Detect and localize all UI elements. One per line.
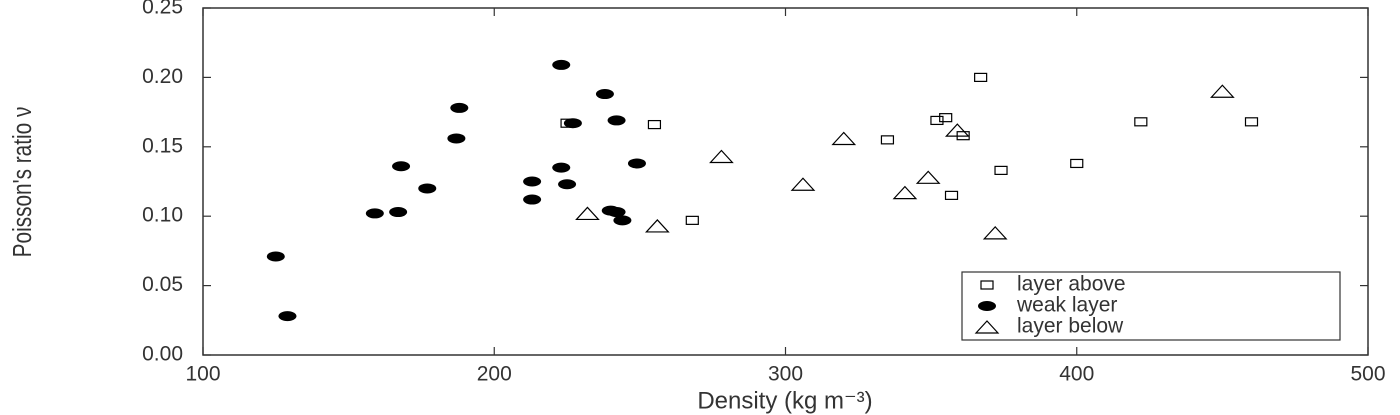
point [552, 59, 571, 70]
point [523, 176, 542, 187]
point [278, 311, 297, 322]
point [939, 113, 953, 123]
x-tick-label: 400 [1059, 363, 1094, 386]
point [563, 118, 582, 129]
point [892, 185, 918, 200]
point [523, 194, 542, 205]
x-axis-label: Density (kg m⁻³) [697, 387, 872, 414]
point [418, 183, 437, 194]
point [944, 123, 970, 137]
legend-marker [978, 301, 996, 311]
legend-marker [980, 280, 994, 290]
y-tick-label: 0.20 [142, 65, 183, 88]
legend-label: layer above [1017, 273, 1126, 296]
legend-label: layer below [1017, 315, 1124, 338]
point [647, 119, 662, 130]
point [575, 206, 600, 221]
point [266, 251, 285, 262]
legend-box [961, 271, 1341, 341]
point [365, 208, 384, 219]
point [450, 102, 469, 113]
y-tick-label: 0.05 [142, 273, 183, 296]
point [552, 162, 571, 173]
legend-label: weak layer [1016, 294, 1117, 317]
point [831, 131, 857, 146]
point [982, 225, 1008, 240]
point [1244, 117, 1259, 127]
point [709, 149, 734, 164]
point [627, 158, 646, 169]
y-tick-label: 0.15 [142, 134, 183, 157]
x-tick-label: 500 [1350, 363, 1385, 386]
point [790, 177, 816, 191]
point [685, 215, 699, 225]
point [558, 179, 577, 190]
point [607, 115, 626, 126]
x-tick-label: 100 [185, 363, 220, 386]
y-axis-label: Poisson's ratio ν [8, 107, 37, 258]
point [880, 135, 895, 145]
point [644, 219, 670, 233]
point [607, 207, 626, 218]
point [447, 133, 466, 144]
point [944, 190, 959, 200]
point [613, 215, 632, 226]
y-tick-label: 0.25 [142, 0, 183, 19]
x-tick-label: 300 [768, 363, 803, 386]
point [389, 207, 408, 218]
y-tick-label: 0.00 [142, 343, 183, 366]
legend-marker [974, 320, 1000, 334]
x-tick-label: 200 [477, 363, 512, 386]
point [1070, 158, 1084, 169]
point [595, 89, 614, 100]
point [392, 161, 411, 172]
point [915, 170, 941, 184]
y-tick-label: 0.10 [142, 204, 183, 227]
point [930, 115, 944, 126]
point [1134, 117, 1148, 127]
point [1210, 84, 1235, 98]
point [994, 165, 1008, 175]
point [974, 72, 988, 83]
